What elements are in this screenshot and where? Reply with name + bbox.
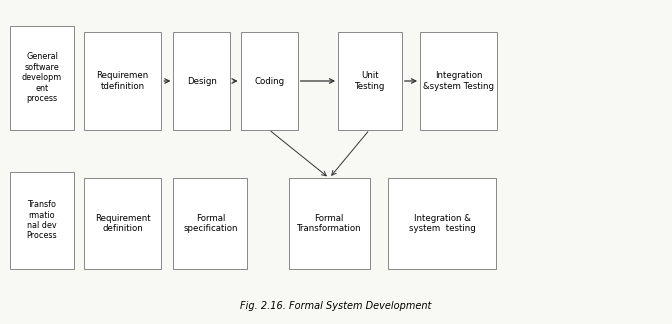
FancyBboxPatch shape [173, 32, 230, 130]
FancyBboxPatch shape [241, 32, 298, 130]
FancyBboxPatch shape [388, 178, 496, 269]
Text: General
software
developm
ent
process: General software developm ent process [22, 52, 62, 103]
Text: Integration &
system  testing: Integration & system testing [409, 214, 476, 233]
Text: Coding: Coding [254, 76, 284, 86]
Text: Requiremen
tdefinition: Requiremen tdefinition [97, 71, 149, 91]
FancyBboxPatch shape [84, 32, 161, 130]
FancyBboxPatch shape [10, 172, 74, 269]
FancyBboxPatch shape [84, 178, 161, 269]
FancyBboxPatch shape [338, 32, 402, 130]
Text: Integration
&system Testing: Integration &system Testing [423, 71, 494, 91]
Text: Transfo
rmatio
nal dev
Process: Transfo rmatio nal dev Process [27, 200, 57, 240]
Text: Unit
Testing: Unit Testing [355, 71, 385, 91]
FancyBboxPatch shape [10, 26, 74, 130]
Text: Fig. 2.16. Formal System Development: Fig. 2.16. Formal System Development [241, 301, 431, 311]
Text: Formal
Transformation: Formal Transformation [297, 214, 362, 233]
Text: Requirement
definition: Requirement definition [95, 214, 151, 233]
Text: Design: Design [187, 76, 217, 86]
FancyBboxPatch shape [173, 178, 247, 269]
FancyBboxPatch shape [420, 32, 497, 130]
Text: Formal
specification: Formal specification [183, 214, 238, 233]
FancyBboxPatch shape [289, 178, 370, 269]
